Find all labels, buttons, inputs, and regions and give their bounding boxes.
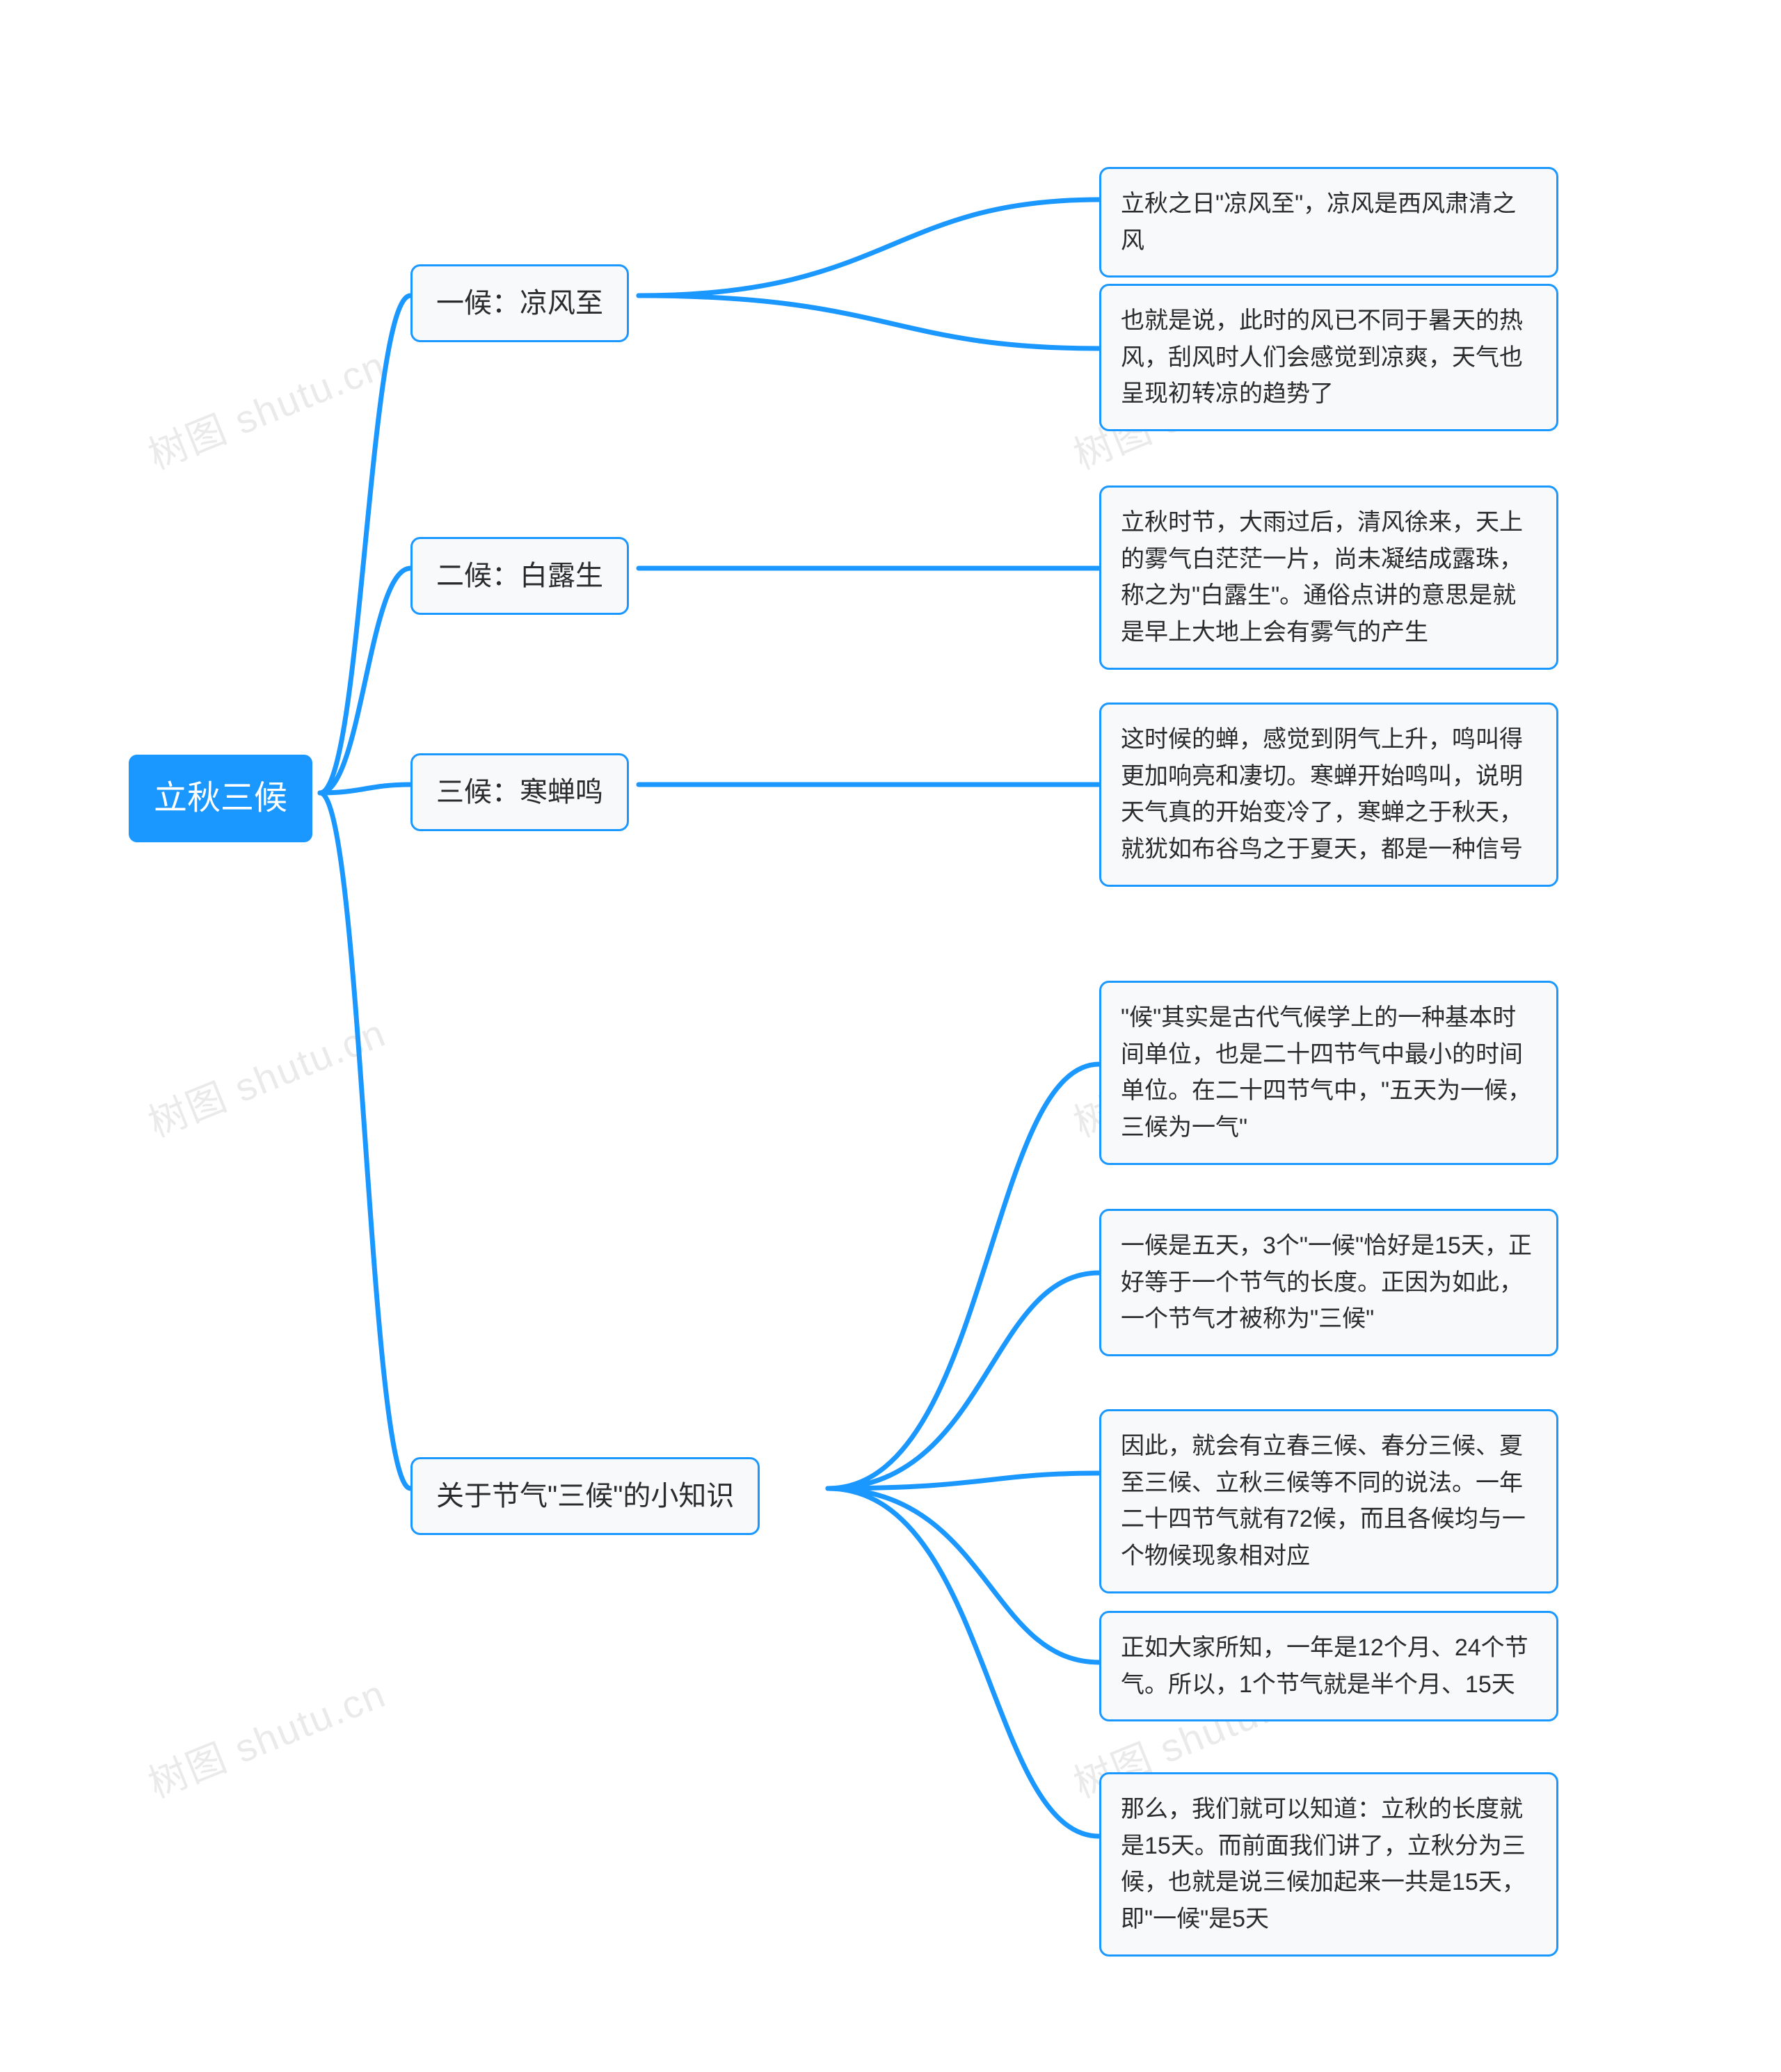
- branch-node-4[interactable]: 关于节气"三候"的小知识: [410, 1457, 760, 1535]
- leaf-text: 也就是说，此时的风已不同于暑天的热风，刮风时人们会感觉到凉爽，天气也呈现初转凉的…: [1121, 303, 1537, 412]
- leaf-node[interactable]: "候"其实是古代气候学上的一种基本时间单位，也是二十四节气中最小的时间单位。在二…: [1099, 981, 1558, 1165]
- watermark: 树图 shutu.cn: [139, 1663, 393, 1809]
- leaf-node[interactable]: 立秋之日"凉风至"，凉风是西风肃清之风: [1099, 167, 1558, 278]
- leaf-node[interactable]: 也就是说，此时的风已不同于暑天的热风，刮风时人们会感觉到凉爽，天气也呈现初转凉的…: [1099, 284, 1558, 431]
- branch-label: 一候：凉风至: [436, 282, 603, 325]
- leaf-node[interactable]: 正如大家所知，一年是12个月、24个节气。所以，1个节气就是半个月、15天: [1099, 1611, 1558, 1721]
- branch-label: 三候：寒蝉鸣: [436, 771, 603, 814]
- branch-node-1[interactable]: 一候：凉风至: [410, 264, 629, 342]
- root-node[interactable]: 立秋三候: [129, 755, 312, 842]
- leaf-text: 因此，就会有立春三候、春分三候、夏至三候、立秋三候等不同的说法。一年二十四节气就…: [1121, 1428, 1537, 1575]
- branch-label: 二候：白露生: [436, 554, 603, 597]
- leaf-text: "候"其实是古代气候学上的一种基本时间单位，也是二十四节气中最小的时间单位。在二…: [1121, 999, 1537, 1146]
- leaf-text: 一候是五天，3个"一候"恰好是15天，正好等于一个节气的长度。正因为如此，一个节…: [1121, 1228, 1537, 1338]
- leaf-text: 这时候的蝉，感觉到阴气上升，鸣叫得更加响亮和凄切。寒蝉开始鸣叫，说明天气真的开始…: [1121, 721, 1537, 868]
- leaf-text: 正如大家所知，一年是12个月、24个节气。所以，1个节气就是半个月、15天: [1121, 1630, 1537, 1703]
- branch-label: 关于节气"三候"的小知识: [436, 1475, 734, 1518]
- leaf-text: 立秋时节，大雨过后，清风徐来，天上的雾气白茫茫一片，尚未凝结成露珠，称之为"白露…: [1121, 504, 1537, 651]
- branch-node-2[interactable]: 二候：白露生: [410, 537, 629, 615]
- leaf-text: 立秋之日"凉风至"，凉风是西风肃清之风: [1121, 186, 1537, 259]
- watermark: 树图 shutu.cn: [139, 1002, 393, 1148]
- leaf-node[interactable]: 一候是五天，3个"一候"恰好是15天，正好等于一个节气的长度。正因为如此，一个节…: [1099, 1209, 1558, 1356]
- leaf-node[interactable]: 立秋时节，大雨过后，清风徐来，天上的雾气白茫茫一片，尚未凝结成露珠，称之为"白露…: [1099, 485, 1558, 670]
- leaf-node[interactable]: 这时候的蝉，感觉到阴气上升，鸣叫得更加响亮和凄切。寒蝉开始鸣叫，说明天气真的开始…: [1099, 702, 1558, 887]
- mindmap-canvas: 树图 shutu.cn 树图 shutu.cn 树图 shutu.cn 树图 s…: [0, 0, 1781, 2072]
- leaf-node[interactable]: 因此，就会有立春三候、春分三候、夏至三候、立秋三候等不同的说法。一年二十四节气就…: [1099, 1409, 1558, 1593]
- leaf-node[interactable]: 那么，我们就可以知道：立秋的长度就是15天。而前面我们讲了，立秋分为三候，也就是…: [1099, 1772, 1558, 1957]
- watermark: 树图 shutu.cn: [139, 335, 393, 481]
- root-label: 立秋三候: [154, 773, 287, 824]
- branch-node-3[interactable]: 三候：寒蝉鸣: [410, 753, 629, 831]
- leaf-text: 那么，我们就可以知道：立秋的长度就是15天。而前面我们讲了，立秋分为三候，也就是…: [1121, 1791, 1537, 1938]
